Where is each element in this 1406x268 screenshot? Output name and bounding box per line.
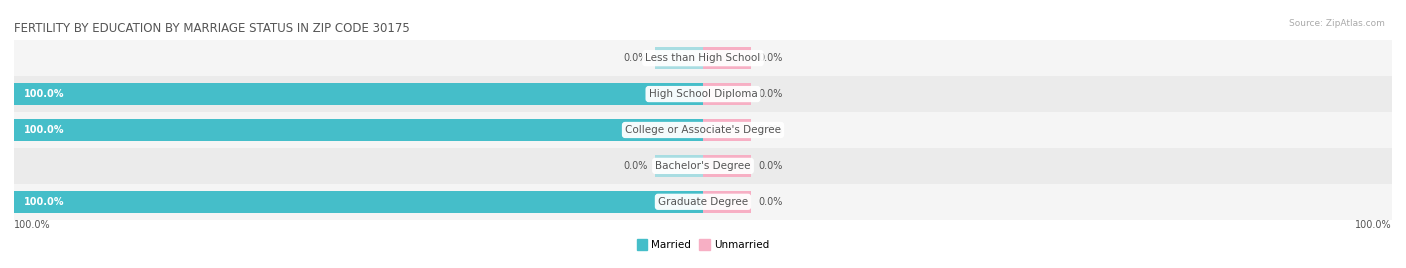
Text: 0.0%: 0.0% <box>758 161 783 171</box>
Text: High School Diploma: High School Diploma <box>648 89 758 99</box>
Bar <box>14 148 1392 184</box>
Text: 100.0%: 100.0% <box>24 197 65 207</box>
Bar <box>703 155 751 177</box>
Text: 0.0%: 0.0% <box>758 125 783 135</box>
Bar <box>14 83 703 105</box>
Text: 100.0%: 100.0% <box>24 89 65 99</box>
Text: Bachelor's Degree: Bachelor's Degree <box>655 161 751 171</box>
Text: College or Associate's Degree: College or Associate's Degree <box>626 125 780 135</box>
Text: Source: ZipAtlas.com: Source: ZipAtlas.com <box>1289 19 1385 28</box>
Text: Less than High School: Less than High School <box>645 53 761 63</box>
Bar <box>703 83 751 105</box>
Text: 100.0%: 100.0% <box>1355 221 1392 230</box>
Bar <box>703 191 751 213</box>
Text: 0.0%: 0.0% <box>758 53 783 63</box>
Text: FERTILITY BY EDUCATION BY MARRIAGE STATUS IN ZIP CODE 30175: FERTILITY BY EDUCATION BY MARRIAGE STATU… <box>14 22 409 35</box>
Bar <box>14 76 1392 112</box>
Bar <box>14 119 703 141</box>
Bar <box>655 47 703 69</box>
Text: 0.0%: 0.0% <box>623 53 648 63</box>
Text: 0.0%: 0.0% <box>623 161 648 171</box>
Bar <box>655 155 703 177</box>
Bar <box>703 47 751 69</box>
Text: 100.0%: 100.0% <box>24 125 65 135</box>
Bar <box>14 112 1392 148</box>
Text: 100.0%: 100.0% <box>14 221 51 230</box>
Text: 0.0%: 0.0% <box>758 197 783 207</box>
Bar <box>14 191 703 213</box>
Bar <box>14 184 1392 220</box>
Text: Graduate Degree: Graduate Degree <box>658 197 748 207</box>
Text: 0.0%: 0.0% <box>758 89 783 99</box>
Bar <box>14 40 1392 76</box>
Bar <box>703 119 751 141</box>
Legend: Married, Unmarried: Married, Unmarried <box>633 235 773 254</box>
